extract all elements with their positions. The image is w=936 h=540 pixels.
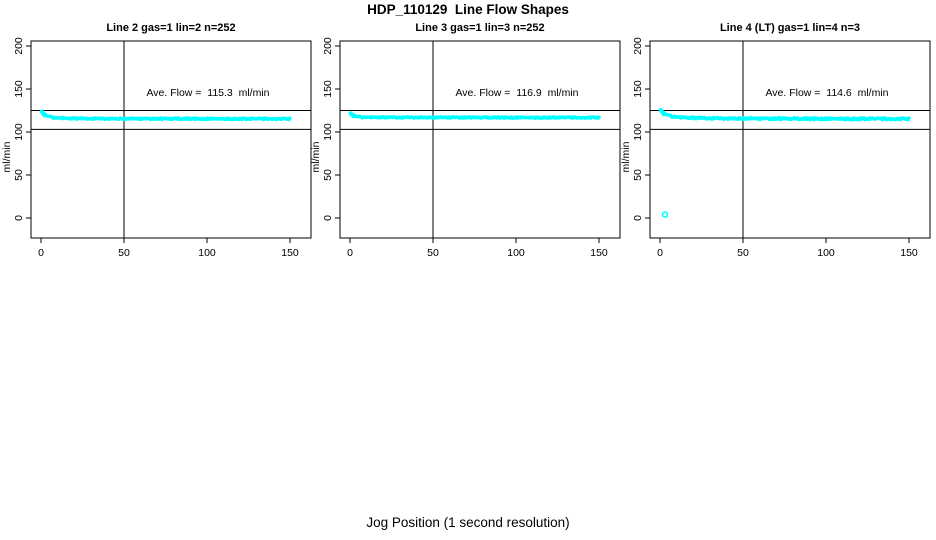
data-point <box>288 116 292 120</box>
x-tick-label: 0 <box>657 247 663 259</box>
data-point <box>907 116 911 120</box>
y-tick-label: 200 <box>13 37 25 55</box>
y-tick-label: 150 <box>13 80 25 98</box>
data-point <box>597 115 601 119</box>
panel-title: Line 4 (LT) gas=1 lin=4 n=3 <box>719 22 861 34</box>
outlier-point <box>661 211 669 218</box>
plot-box <box>30 40 312 239</box>
ave-flow-annotation: Ave. Flow = 114.6 ml/min <box>765 87 889 99</box>
panel-line4: 0 50 100 150 200 0 50 100 150 Line 4 (LT) gas=1 … <box>619 20 932 280</box>
x-tick-label: 100 <box>507 247 525 259</box>
y-tick-label: 50 <box>632 169 644 181</box>
x-tick-label: 150 <box>590 247 608 259</box>
y-tick-label: 50 <box>13 169 25 181</box>
panel-title: Line 3 gas=1 lin=3 n=252 <box>415 22 545 34</box>
y-axis-label: ml/min <box>310 141 322 173</box>
panel-line2: 0 50 100 150 200 0 50 100 150 Line 2 gas=1 lin=2… <box>0 20 313 280</box>
y-axis-label: ml/min <box>620 141 632 173</box>
y-tick-label: 150 <box>632 80 644 98</box>
data-point-band <box>658 107 911 122</box>
x-tick-label: 100 <box>817 247 835 259</box>
ave-flow-annotation: Ave. Flow = 115.3 ml/min <box>146 87 270 99</box>
plot-area: 0 50 100 150 200 0 50 100 150 <box>13 37 312 259</box>
x-tick-label: 150 <box>281 247 299 259</box>
x-tick-label: 50 <box>427 247 439 259</box>
plot-box <box>649 40 931 239</box>
x-tick-label: 0 <box>347 247 353 259</box>
x-tick-label: 150 <box>900 247 918 259</box>
y-tick-label: 0 <box>322 215 334 221</box>
y-tick-label: 100 <box>13 123 25 141</box>
data-point-band <box>39 109 292 122</box>
plot-area: 0 50 100 150 200 0 50 100 150 <box>322 37 621 259</box>
y-tick-label: 100 <box>322 123 334 141</box>
y-tick-label: 150 <box>322 80 334 98</box>
y-tick-label: 50 <box>322 169 334 181</box>
y-axis-label: ml/min <box>1 141 13 173</box>
y-tick-label: 100 <box>632 123 644 141</box>
panel-title: Line 2 gas=1 lin=2 n=252 <box>106 22 236 34</box>
x-tick-label: 0 <box>38 247 44 259</box>
y-tick-label: 0 <box>632 215 644 221</box>
y-tick-label: 200 <box>322 37 334 55</box>
x-tick-label: 50 <box>118 247 130 259</box>
x-tick-label: 100 <box>198 247 216 259</box>
figure-title: HDP_110129 Line Flow Shapes <box>367 2 569 17</box>
plot-area: 0 50 100 150 200 0 50 100 150 <box>632 37 931 259</box>
x-tick-label: 50 <box>737 247 749 259</box>
ave-flow-annotation: Ave. Flow = 116.9 ml/min <box>455 87 579 99</box>
y-tick-label: 0 <box>13 215 25 221</box>
panel-line3: 0 50 100 150 200 0 50 100 150 Line 3 gas=1 lin=3… <box>309 20 622 280</box>
data-point-band <box>348 111 601 121</box>
plot-box <box>339 40 621 239</box>
x-axis-title: Jog Position (1 second resolution) <box>366 515 570 530</box>
y-tick-label: 200 <box>632 37 644 55</box>
